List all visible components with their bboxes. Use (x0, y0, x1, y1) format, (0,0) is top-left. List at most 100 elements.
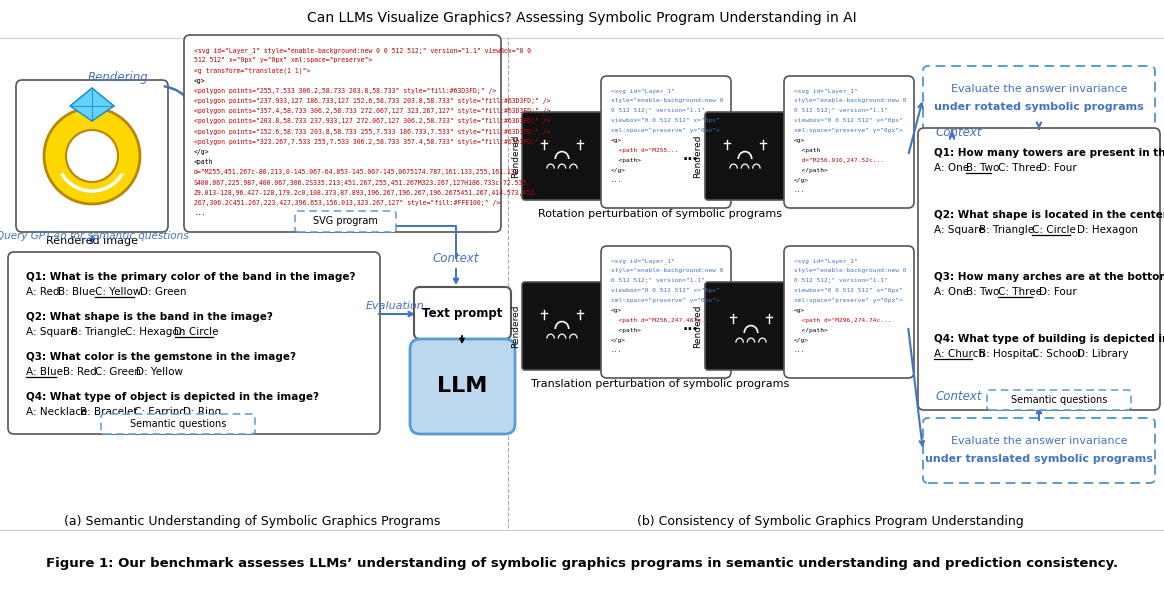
Text: C: Yellow: C: Yellow (95, 287, 142, 297)
Text: Q1: How many towers are present in the image?: Q1: How many towers are present in the i… (934, 148, 1164, 158)
Text: B: Red: B: Red (63, 367, 97, 377)
Text: viewbox="0 0 512 512" x="0px": viewbox="0 0 512 512" x="0px" (794, 288, 903, 293)
Text: </g>: </g> (194, 149, 210, 155)
Text: C: Green: C: Green (95, 367, 141, 377)
Text: Q4: What type of object is depicted in the image?: Q4: What type of object is depicted in t… (26, 392, 319, 402)
Text: Rendering: Rendering (87, 70, 148, 83)
Text: C: Three: C: Three (999, 163, 1043, 173)
Text: 267,306.2C451.267,223.427,396.653,156.013,323.267,127" style="fill:#FFE100;" />: 267,306.2C451.267,223.427,396.653,156.01… (194, 200, 501, 206)
Text: B: Hospital: B: Hospital (979, 349, 1036, 359)
Text: style="enable-background:new 0: style="enable-background:new 0 (611, 98, 724, 103)
Text: <g>: <g> (611, 308, 623, 313)
Text: Q1: What is the primary color of the band in the image?: Q1: What is the primary color of the ban… (26, 272, 355, 282)
Text: 0 512 512;" version="1.1": 0 512 512;" version="1.1" (611, 278, 704, 283)
Text: B: Bracelet: B: Bracelet (80, 407, 137, 417)
Text: A: Red: A: Red (26, 287, 59, 297)
Text: <g transform="translate(1 1)">: <g transform="translate(1 1)"> (194, 67, 311, 74)
Text: <svg id="Layer_1": <svg id="Layer_1" (611, 88, 675, 94)
Text: Semantic questions: Semantic questions (130, 419, 226, 429)
Text: B: Two: B: Two (966, 163, 1000, 173)
Text: viewbox="0 0 512 512" x="0px": viewbox="0 0 512 512" x="0px" (794, 118, 903, 123)
FancyBboxPatch shape (16, 80, 168, 232)
Text: 0 512 512;" version="1.1": 0 512 512;" version="1.1" (794, 108, 888, 113)
Text: LLM: LLM (438, 377, 488, 396)
Text: B: Triangle: B: Triangle (979, 225, 1034, 235)
FancyBboxPatch shape (184, 35, 501, 232)
Text: A: One: A: One (934, 287, 970, 297)
Text: xml:space="preserve" y="0px">: xml:space="preserve" y="0px"> (794, 128, 903, 133)
Text: Q3: What color is the gemstone in the image?: Q3: What color is the gemstone in the im… (26, 352, 296, 362)
FancyBboxPatch shape (601, 246, 731, 378)
Text: Q2: What shape is located in the center of the object?: Q2: What shape is located in the center … (934, 210, 1164, 220)
Text: A: Church: A: Church (934, 349, 985, 359)
Text: <path d="M256,247.467e...: <path d="M256,247.467e... (611, 318, 712, 323)
FancyBboxPatch shape (705, 282, 786, 370)
Text: Figure 1: Our benchmark assesses LLMs’ understanding of symbolic graphics progra: Figure 1: Our benchmark assesses LLMs’ u… (45, 557, 1119, 570)
Text: viewbox="0 0 512 512" x="0px": viewbox="0 0 512 512" x="0px" (611, 118, 719, 123)
Text: style="enable-background:new 0: style="enable-background:new 0 (794, 268, 907, 273)
Text: xml:space="preserve" y="0px">: xml:space="preserve" y="0px"> (794, 298, 903, 303)
Bar (721, 151, 769, 171)
Text: 0 512 512;" version="1.1": 0 512 512;" version="1.1" (794, 278, 888, 283)
Text: Context: Context (935, 126, 981, 139)
FancyBboxPatch shape (785, 76, 914, 208)
FancyBboxPatch shape (923, 66, 1155, 131)
Text: under rotated symbolic programs: under rotated symbolic programs (935, 103, 1144, 113)
Text: Translation perturbation of symbolic programs: Translation perturbation of symbolic pro… (531, 379, 789, 389)
Text: d="M255,451.267c-80.213,0-145.067-64.853-145.067-145.0675174.787,161.133,255,161: d="M255,451.267c-80.213,0-145.067-64.853… (194, 169, 519, 175)
Text: A: Square: A: Square (26, 327, 77, 337)
Text: </g>: </g> (794, 178, 809, 183)
FancyBboxPatch shape (923, 418, 1155, 483)
Text: <svg id="Layer_1": <svg id="Layer_1" (611, 258, 675, 263)
Text: (b) Consistency of Symbolic Graphics Program Understanding: (b) Consistency of Symbolic Graphics Pro… (637, 514, 1023, 527)
Text: <polygon points="357.4,58.733 306.2,58.733 272.067,127 323.267,127" style="fill:: <polygon points="357.4,58.733 306.2,58.7… (194, 108, 551, 114)
FancyBboxPatch shape (987, 390, 1131, 410)
Text: Semantic questions: Semantic questions (1010, 395, 1107, 405)
Text: (a) Semantic Understanding of Symbolic Graphics Programs: (a) Semantic Understanding of Symbolic G… (64, 514, 440, 527)
Text: Q2: What shape is the band in the image?: Q2: What shape is the band in the image? (26, 312, 272, 322)
Bar (538, 311, 549, 341)
Text: Text prompt: Text prompt (423, 306, 503, 319)
Text: Evaluation: Evaluation (365, 301, 425, 311)
Text: <path d="M296,274.74c...: <path d="M296,274.74c... (794, 318, 892, 323)
FancyBboxPatch shape (8, 252, 379, 434)
Bar (538, 321, 585, 341)
Text: C: Circle: C: Circle (1032, 225, 1076, 235)
Bar (721, 141, 732, 171)
Text: <g>: <g> (794, 138, 805, 143)
Bar (575, 311, 585, 341)
Text: <path>: <path> (611, 158, 641, 163)
Text: ...: ... (794, 348, 805, 353)
Text: <polygon points="152.6,58.733 203.8,58.733 255,7.533 186.733,7.533" style="fill:: <polygon points="152.6,58.733 203.8,58.7… (194, 129, 551, 135)
Text: viewbox="0 0 512 512" x="0px": viewbox="0 0 512 512" x="0px" (611, 288, 719, 293)
Text: <svg id="Layer_1": <svg id="Layer_1" (794, 88, 858, 94)
Text: style="enable-background:new 0: style="enable-background:new 0 (794, 98, 907, 103)
Text: Rendered: Rendered (511, 304, 520, 347)
Text: D: Four: D: Four (1039, 163, 1077, 173)
Text: <polygon points="323.267,7.533 255,7.533 306.2,58.733 357.4,58.733" style="fill:: <polygon points="323.267,7.533 255,7.533… (194, 139, 551, 145)
Text: Q4: What type of building is depicted in the image?: Q4: What type of building is depicted in… (934, 334, 1164, 344)
Text: ...: ... (194, 210, 206, 216)
Text: Context: Context (433, 252, 480, 265)
Text: ...: ... (611, 348, 623, 353)
Text: 29.013-128,96.427-128,179.2c0,108.373,87.893,196.267,196.267,196.2675451.267,414: 29.013-128,96.427-128,179.2c0,108.373,87… (194, 190, 539, 196)
Text: Rendered: Rendered (694, 304, 703, 347)
Text: </path>: </path> (794, 168, 828, 173)
Text: style="enable-background:new 0: style="enable-background:new 0 (611, 268, 724, 273)
Text: A: Blue: A: Blue (26, 367, 63, 377)
Text: D: Ring: D: Ring (183, 407, 221, 417)
Text: B: Blue: B: Blue (58, 287, 95, 297)
Text: </g>: </g> (611, 168, 626, 173)
Text: ...: ... (611, 178, 623, 183)
Text: </path>: </path> (794, 328, 828, 333)
Text: S400.067,225.987,400.067,306.2S335.213,451.267,255,451.267M323.267,127H186.733c-: S400.067,225.987,400.067,306.2S335.213,4… (194, 179, 531, 185)
Text: D: Yellow: D: Yellow (136, 367, 183, 377)
Text: D: Four: D: Four (1039, 287, 1077, 297)
FancyBboxPatch shape (521, 282, 603, 370)
Text: Evaluate the answer invariance: Evaluate the answer invariance (951, 85, 1127, 95)
Text: C: School: C: School (1032, 349, 1081, 359)
FancyBboxPatch shape (601, 76, 731, 208)
Text: B: Two: B: Two (966, 287, 1000, 297)
Bar (538, 141, 549, 171)
FancyBboxPatch shape (294, 211, 396, 232)
